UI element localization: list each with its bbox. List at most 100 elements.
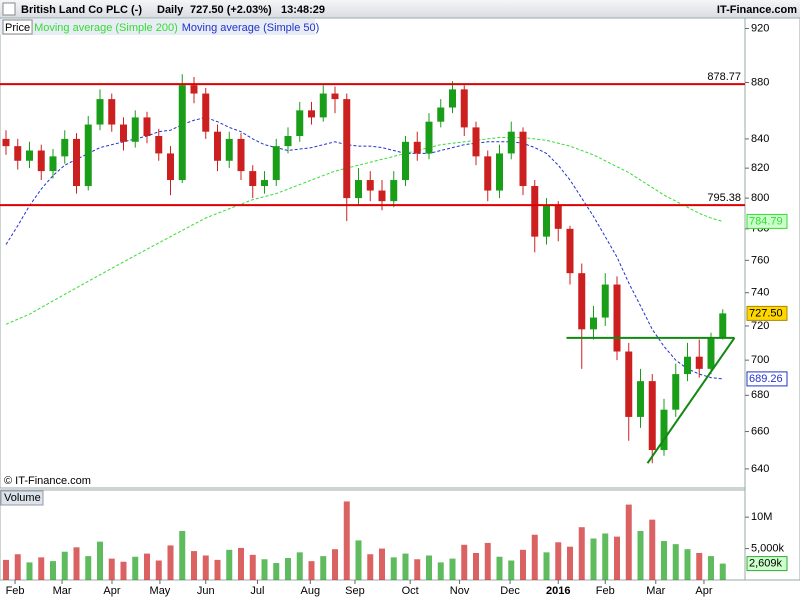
volume-bar	[155, 560, 162, 580]
volume-bar	[85, 556, 92, 580]
candle-body	[472, 127, 480, 157]
candle-body	[120, 124, 127, 142]
y-tick-label: 880	[751, 76, 769, 88]
volume-bar	[296, 552, 303, 580]
volume-bar	[50, 561, 56, 580]
volume-bar	[567, 546, 573, 580]
volume-bar	[120, 561, 127, 580]
candle-body	[261, 180, 268, 187]
y-tick-label: 700	[751, 354, 769, 366]
volume-label-bg	[0, 490, 44, 506]
last-price-box	[746, 305, 788, 321]
x-tick-label: Sep	[345, 585, 365, 597]
legend-bg	[0, 19, 315, 35]
volume-title: Volume	[4, 492, 41, 504]
volume-bar	[14, 554, 21, 580]
candle-body	[449, 89, 456, 108]
legend-label[interactable]: Moving average (Simple 200)	[34, 22, 178, 34]
legend-label[interactable]: Moving average (Simple 50)	[182, 22, 320, 34]
candle-body	[14, 146, 22, 161]
candle-body	[507, 131, 515, 154]
last-price-label: 727.50	[749, 307, 783, 319]
candle-body	[61, 138, 69, 157]
candle-body	[237, 138, 245, 172]
y-tick-label: 720	[751, 320, 769, 332]
volume-bar	[108, 558, 115, 580]
last-value-label: 784.79	[749, 215, 783, 227]
candle-body	[214, 131, 221, 161]
volume-bar	[285, 558, 291, 580]
legend-label[interactable]: Price	[5, 22, 30, 34]
candle-body	[37, 150, 45, 172]
volume-bar	[144, 553, 150, 580]
candle-body	[73, 138, 80, 187]
candle-body	[143, 117, 151, 137]
last-volume-box	[746, 556, 788, 572]
volume-bar	[390, 557, 397, 580]
candle-body	[601, 284, 609, 318]
header-time: 13:48:29	[281, 4, 325, 16]
volume-bar	[449, 558, 456, 580]
candle-body	[225, 138, 233, 161]
candle-body	[554, 205, 562, 229]
volume-bar	[672, 544, 679, 580]
horizontal-line-label: 795.38	[707, 192, 741, 204]
y-tick-label: 760	[751, 254, 769, 266]
candle-body	[578, 273, 586, 330]
header-icon[interactable]	[2, 2, 16, 16]
x-tick-label: Feb	[6, 585, 25, 597]
volume-bar	[649, 519, 656, 580]
volume-bar	[520, 549, 526, 580]
volume-bar	[590, 538, 597, 580]
volume-bar	[38, 557, 45, 580]
candle-body	[402, 141, 409, 181]
volume-bar	[320, 556, 327, 580]
candle-body	[155, 136, 163, 154]
candle-body	[26, 150, 33, 161]
copyright: © IT-Finance.com	[4, 475, 91, 487]
moving-average-line	[5, 136, 723, 325]
candle-body	[84, 124, 92, 187]
volume-bar	[97, 541, 103, 580]
candle-body	[378, 190, 386, 202]
volume-bar	[637, 530, 644, 580]
horizontal-line-label: 878.77	[707, 71, 741, 83]
volume-bar	[355, 540, 362, 580]
volume-bar	[332, 549, 338, 580]
header-title: British Land Co PLC (-)	[21, 4, 142, 16]
volume-bar	[684, 549, 691, 580]
axis-panel	[744, 17, 800, 581]
x-tick-label: Dec	[500, 585, 520, 597]
legend-box[interactable]	[2, 19, 33, 35]
volume-bar	[214, 559, 221, 580]
y-tick-label: 840	[751, 133, 769, 145]
volume-bar	[578, 527, 585, 580]
candle-body	[249, 171, 257, 187]
candle-body	[284, 136, 292, 147]
volume-bar	[661, 541, 667, 580]
volume-bar	[73, 547, 80, 580]
candle-body	[695, 356, 703, 369]
volume-bar	[555, 542, 562, 580]
candle-body	[719, 313, 727, 338]
candle-body	[331, 93, 339, 100]
y-tick-label: 920	[751, 22, 769, 34]
price-panel	[0, 17, 746, 489]
candle-body	[413, 141, 421, 154]
candle-body	[296, 110, 304, 137]
candle-body	[178, 85, 186, 181]
candle-body	[625, 351, 633, 417]
moving-average-line	[5, 116, 723, 380]
candle-body	[590, 317, 597, 330]
volume-bar	[343, 501, 350, 580]
candle-body	[637, 381, 644, 417]
last-value-label: 689.26	[749, 373, 783, 385]
last-volume-label: 2,609k	[749, 558, 783, 570]
candle-body	[519, 131, 527, 187]
candle-body	[355, 180, 362, 199]
candle-body	[660, 409, 668, 451]
volume-bar	[402, 553, 409, 580]
x-tick-label: Jul	[250, 585, 264, 597]
header-brand: IT-Finance.com	[717, 4, 797, 16]
